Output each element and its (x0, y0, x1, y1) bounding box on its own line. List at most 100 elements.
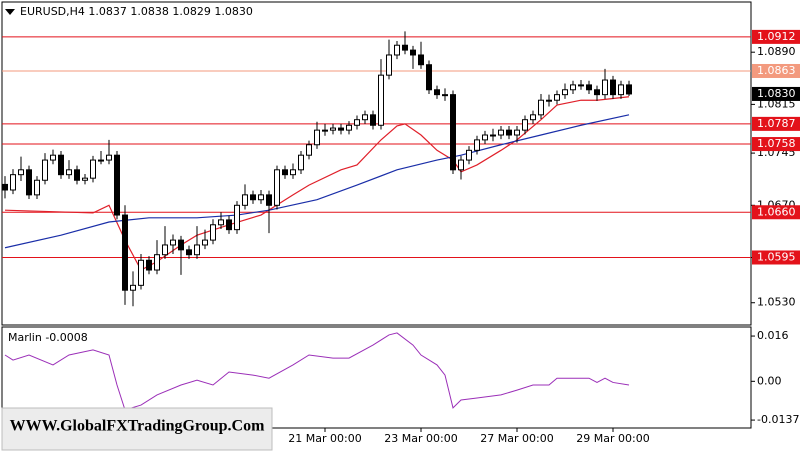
y-tick-label: 0.00 (757, 374, 782, 387)
x-tick-label: 23 Mar 00:00 (384, 432, 457, 445)
candle-body (10, 174, 16, 191)
level-label: 1.0758 (757, 137, 796, 150)
candle-body (82, 177, 88, 181)
candle-body (562, 89, 568, 96)
candle-body (250, 194, 256, 201)
candle-body (146, 259, 152, 271)
candle-body (314, 129, 320, 146)
candle-body (474, 139, 480, 151)
candle-body (602, 79, 608, 96)
y-tick-label: -0.0137 (757, 413, 799, 426)
candle-body (106, 154, 112, 161)
candle-body (570, 84, 576, 91)
level-label-box (752, 29, 800, 44)
level-label: 1.0912 (757, 30, 796, 43)
candle-body (578, 84, 584, 87)
candle-body (178, 239, 184, 251)
oscillator-title: Marlin -0.0008 (8, 331, 88, 344)
y-tick-label: 1.0530 (757, 296, 796, 309)
oscillator-line (4, 332, 630, 411)
candle-body (322, 129, 328, 132)
candle-body (114, 154, 120, 216)
candle-body (426, 64, 432, 91)
candle-body (18, 169, 24, 176)
candle-body (98, 159, 104, 162)
x-tick-label: 27 Mar 00:00 (480, 432, 553, 445)
candle-body (586, 84, 592, 91)
candle-body (346, 124, 352, 131)
candle-body (258, 194, 264, 201)
candle-body (362, 114, 368, 121)
watermark: WWW.GlobalFXTradingGroup.Com (10, 418, 266, 435)
main-panel (1, 1, 752, 326)
candle-body (90, 159, 96, 179)
candle-body (42, 159, 48, 181)
candle-body (354, 119, 360, 126)
candle-body (410, 49, 416, 56)
candle-body (266, 194, 272, 206)
level-label: 1.0660 (757, 205, 796, 218)
candle-body (226, 219, 232, 231)
candle-body (218, 219, 224, 226)
candle-body (170, 239, 176, 246)
candle-body (330, 127, 336, 131)
candle-body (338, 127, 344, 131)
candle-body (522, 119, 528, 131)
candle-body (66, 169, 72, 176)
candle-body (450, 94, 456, 171)
watermark-box (1, 407, 273, 451)
candle-body (306, 144, 312, 156)
candle-body (370, 114, 376, 126)
candle-body (466, 149, 472, 161)
candle-body (2, 183, 8, 191)
oscillator-panel (1, 326, 752, 429)
candle-body (234, 204, 240, 231)
candle-body (282, 169, 288, 176)
price-label: 1.0830 (757, 87, 796, 100)
y-tick-label: 0.016 (757, 329, 789, 342)
candle-body (122, 214, 128, 291)
menu-arrow[interactable] (5, 9, 15, 15)
candle-body (498, 129, 504, 136)
candle-body (554, 94, 560, 101)
candle-body (490, 134, 496, 137)
candle-body (138, 259, 144, 286)
candle-body (298, 154, 304, 171)
candle-body (530, 114, 536, 121)
candle-body (418, 54, 424, 66)
candle-body (242, 194, 248, 206)
x-tick-label: 21 Mar 00:00 (288, 432, 361, 445)
level-label-box (752, 250, 800, 265)
candle-body (394, 44, 400, 56)
candle-body (546, 99, 552, 102)
y-tick-label: 1.0890 (757, 45, 796, 58)
candle-body (514, 129, 520, 136)
candle-body (154, 254, 160, 271)
level-label: 1.0595 (757, 250, 796, 263)
candle-body (386, 54, 392, 76)
candle-body (130, 284, 136, 291)
level-label-box (752, 63, 800, 78)
x-tick-label: 29 Mar 00:00 (576, 432, 649, 445)
candle-body (162, 244, 168, 256)
candle-body (594, 89, 600, 96)
candle-body (538, 99, 544, 116)
candle-body (618, 84, 624, 96)
candle-body (506, 129, 512, 136)
moving-average (4, 114, 630, 249)
candle-body (34, 179, 40, 196)
candle-body (626, 84, 632, 95)
candle-body (290, 169, 296, 176)
candle-body (482, 134, 488, 141)
candle-body (434, 89, 440, 96)
candle-body (74, 169, 80, 181)
candle-body (50, 154, 56, 161)
level-label-box (752, 137, 800, 152)
candle-body (202, 239, 208, 246)
level-label-box (752, 205, 800, 220)
candle-body (378, 74, 384, 126)
candle-body (194, 244, 200, 256)
candle-body (26, 169, 32, 196)
